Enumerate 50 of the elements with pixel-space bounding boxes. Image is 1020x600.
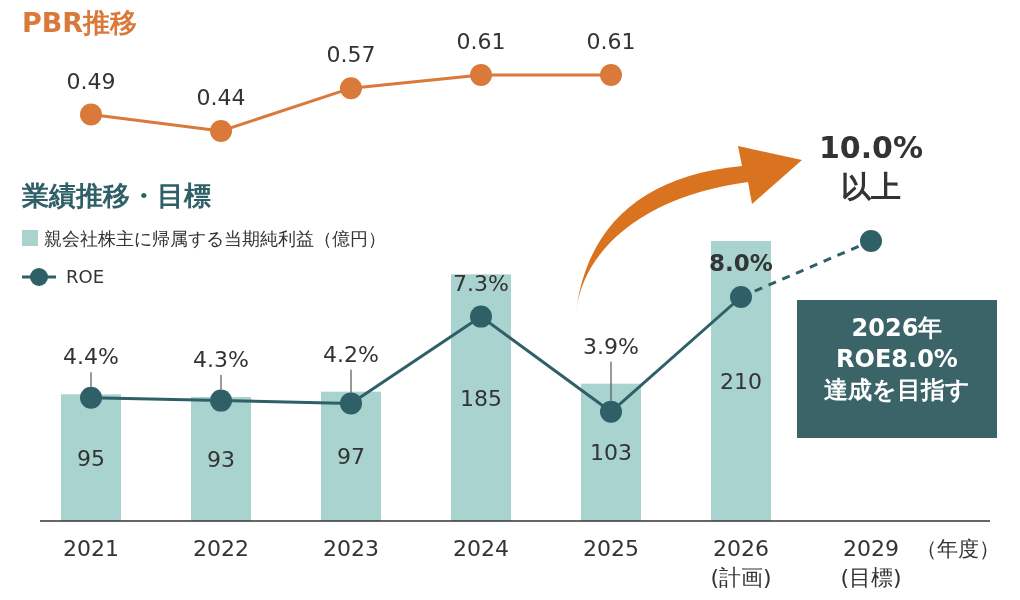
x-tick-label: 2025 (583, 536, 639, 561)
data-label: 103 (590, 440, 632, 466)
data-label: 93 (207, 447, 235, 472)
point (210, 120, 232, 142)
note-box: 2026年 ROE8.0% 達成を目指す (797, 300, 997, 438)
x-tick-label: 2021 (63, 536, 119, 561)
bar (61, 394, 121, 521)
point (340, 392, 362, 415)
bar (581, 383, 641, 521)
chart-title: 業績推移・目標 (21, 180, 211, 211)
legend-label: 親会社株主に帰属する当期純利益（億円） (44, 228, 386, 249)
data-label: 0.44 (196, 85, 246, 110)
data-label: 95 (77, 445, 105, 471)
point (80, 386, 102, 409)
bar (191, 397, 251, 521)
point (470, 305, 492, 328)
data-label: 4.4% (63, 344, 119, 370)
point (600, 400, 622, 423)
data-label: 185 (460, 385, 502, 411)
x-axis-title: （年度） (916, 537, 1000, 561)
point (860, 230, 882, 252)
point (340, 77, 362, 100)
data-label: 0.49 (66, 68, 116, 94)
data-label: 10.0% 以上 (818, 130, 924, 204)
data-label: 210 (720, 369, 762, 394)
data-label: 4.3% (193, 347, 249, 372)
x-tick-label: 2022 (193, 536, 249, 561)
chart-title: PBR推移 (22, 7, 138, 38)
data-label: 97 (337, 444, 365, 470)
data-label: 7.3% (453, 270, 509, 296)
data-label: 3.9% (583, 333, 639, 359)
data-label: 0.61 (456, 29, 506, 54)
legend-label: ROE (66, 266, 105, 287)
data-label: 4.2% (323, 341, 379, 367)
point (730, 286, 752, 308)
x-tick-label: 2024 (453, 536, 509, 561)
data-label: 8.0% (709, 250, 773, 276)
point (470, 64, 492, 86)
data-label: 0.61 (586, 29, 636, 54)
bar (711, 241, 771, 521)
x-tick-label: 2026 (計画) (710, 536, 772, 590)
annotation: 2026年 ROE8.0% 達成を目指す (824, 314, 970, 405)
point (210, 389, 232, 412)
x-tick-label: 2023 (323, 536, 379, 561)
data-label: 0.57 (326, 42, 376, 68)
x-tick-label: 2029 (目標) (840, 536, 902, 590)
point (600, 64, 622, 86)
bar (451, 274, 511, 521)
point (80, 103, 102, 126)
bar (321, 391, 381, 521)
